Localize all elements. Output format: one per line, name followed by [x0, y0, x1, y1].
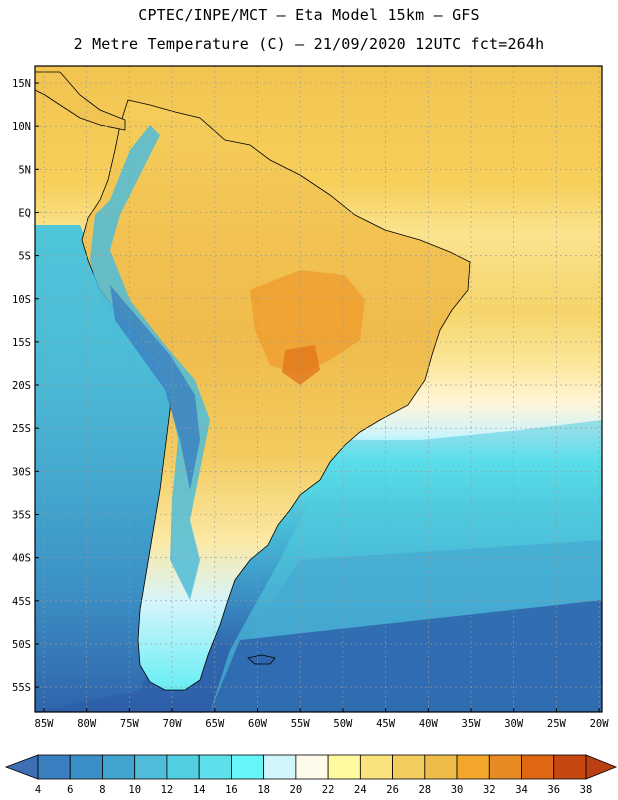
colorbar-high-arrow — [585, 754, 618, 780]
central-america-landmass — [35, 71, 126, 131]
colorbar-label: 18 — [257, 784, 270, 796]
colorbar-swatch — [37, 754, 71, 780]
colorbar-swatch — [231, 754, 265, 780]
colorbar-swatch — [263, 754, 297, 780]
latitude-tick-label: 15N — [12, 78, 31, 90]
colorbar-label: 28 — [418, 784, 431, 796]
longitude-tick-label: 45W — [376, 718, 396, 730]
colorbar-label: 38 — [580, 784, 593, 796]
latitude-tick-label: 10S — [12, 294, 31, 306]
colorbar-swatch — [327, 754, 361, 780]
longitude-axis: 85W 80W 75W 70W 65W 60W 55W 50W 45W 40W 35W 30W 25W 2… — [35, 708, 610, 730]
colorbar-swatch — [424, 754, 458, 780]
colorbar-label: 10 — [128, 784, 141, 796]
longitude-tick-label: 60W — [248, 718, 268, 730]
colorbar-label: 24 — [354, 784, 367, 796]
falkland-islands — [247, 654, 276, 665]
latitude-tick-label: 5N — [18, 164, 31, 176]
latitude-tick-label: 45S — [12, 596, 31, 608]
hottest-core-region — [282, 345, 320, 385]
colorbar-swatch — [198, 754, 232, 780]
latitude-tick-label: 15S — [12, 337, 31, 349]
longitude-tick-label: 75W — [120, 718, 140, 730]
colorbar-swatch — [392, 754, 426, 780]
longitude-tick-label: 20W — [590, 718, 610, 730]
hot-core-region — [250, 270, 365, 375]
colorbar-label: 30 — [451, 784, 464, 796]
latitude-tick-label: 35S — [12, 510, 31, 522]
colorbar-label: 22 — [322, 784, 335, 796]
latitude-tick-label: 20S — [12, 380, 31, 392]
latitude-tick-label: 30S — [12, 466, 31, 478]
colorbar-label: 36 — [547, 784, 560, 796]
colorbar-label: 14 — [193, 784, 206, 796]
longitude-tick-label: 65W — [205, 718, 225, 730]
longitude-tick-label: 55W — [291, 718, 311, 730]
colorbar-swatch — [521, 754, 555, 780]
map-field — [35, 66, 602, 712]
colorbar-swatch — [456, 754, 490, 780]
color-bar: 4 6 8 10 12 14 16 18 20 22 24 26 28 30 32 34 36 38 — [4, 754, 618, 796]
colorbar-swatch — [553, 754, 587, 780]
colorbar-label: 8 — [99, 784, 105, 796]
longitude-tick-label: 35W — [462, 718, 482, 730]
longitude-tick-label: 70W — [163, 718, 183, 730]
longitude-tick-label: 85W — [35, 718, 55, 730]
colorbar-label: 12 — [161, 784, 174, 796]
longitude-tick-label: 25W — [547, 718, 567, 730]
colorbar-label: 32 — [483, 784, 496, 796]
colorbar-label: 26 — [386, 784, 399, 796]
map-frame — [34, 65, 603, 713]
longitude-tick-label: 40W — [419, 718, 439, 730]
latitude-tick-label: 10N — [12, 121, 31, 133]
andes-coldest-strip — [110, 285, 200, 490]
latitude-tick-label: EQ — [18, 207, 31, 219]
colorbar-label: 4 — [35, 784, 41, 796]
latitude-axis: 15N 10N 5N EQ 5S 10S 15S 20S 25S 30S 35S 40S 45S 50S 5… — [12, 78, 39, 694]
colorbar-label: 16 — [225, 784, 238, 796]
latitude-tick-label: 25S — [12, 423, 31, 435]
colorbar-label: 34 — [515, 784, 528, 796]
colorbar-swatch — [134, 754, 168, 780]
longitude-tick-label: 30W — [504, 718, 524, 730]
colorbar-swatch — [102, 754, 136, 780]
latitude-tick-label: 55S — [12, 682, 31, 694]
colorbar-swatch — [488, 754, 522, 780]
latitude-tick-label: 5S — [18, 251, 31, 263]
colorbar-swatch — [69, 754, 103, 780]
map-subtitle: 2 Metre Temperature (C) – 21/09/2020 12U… — [73, 35, 545, 53]
colorbar-low-arrow — [4, 754, 39, 780]
latitude-tick-label: 50S — [12, 639, 31, 651]
longitude-tick-label: 50W — [333, 718, 353, 730]
colorbar-label: 6 — [67, 784, 73, 796]
colorbar-label: 20 — [290, 784, 303, 796]
colorbar-swatch — [166, 754, 200, 780]
map-title: CPTEC/INPE/MCT – Eta Model 15km – GFS — [138, 6, 480, 24]
colorbar-swatch — [295, 754, 329, 780]
longitude-tick-label: 80W — [77, 718, 97, 730]
colorbar-swatch — [359, 754, 393, 780]
latitude-tick-label: 40S — [12, 553, 31, 565]
atlantic-coldest-band — [210, 600, 602, 712]
